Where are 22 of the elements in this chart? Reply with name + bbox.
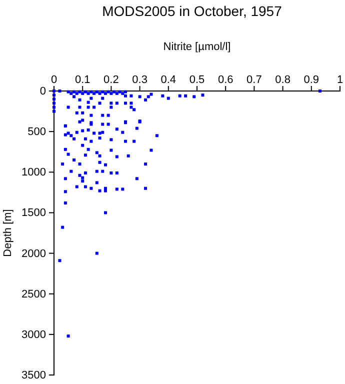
y-tick-label: 1000	[22, 166, 46, 179]
y-tick-label: 3500	[22, 370, 46, 382]
y-tick-label: 0	[40, 86, 46, 98]
y-tick-label: 500	[28, 126, 46, 138]
chart-title: MODS2005 in October, 1957	[102, 3, 282, 19]
x-tick-label: 0.8	[275, 74, 290, 86]
y-tick-label: 2500	[22, 288, 46, 300]
x-tick-label: 0.4	[160, 74, 176, 86]
y-tick-label: 3000	[22, 328, 46, 341]
x-tick-label: 0.5	[189, 74, 205, 86]
y-tick-label: 1500	[22, 207, 46, 220]
y-axis-title: Depth [m]	[2, 209, 14, 257]
x-tick-label: 1	[336, 74, 344, 86]
x-axis-title: Nitrite [µmol/l]	[163, 41, 231, 53]
x-tick-label: 0	[50, 74, 58, 86]
y-tick-label: 2000	[22, 248, 46, 260]
x-tick-label: 0.3	[132, 74, 148, 86]
x-tick-label: 0.1	[74, 74, 90, 86]
x-tick-label: 0.7	[246, 74, 262, 86]
x-tick-label: 0.9	[304, 74, 320, 86]
x-tick-label: 0.2	[104, 74, 119, 86]
x-tick-label: 0.6	[218, 74, 234, 86]
